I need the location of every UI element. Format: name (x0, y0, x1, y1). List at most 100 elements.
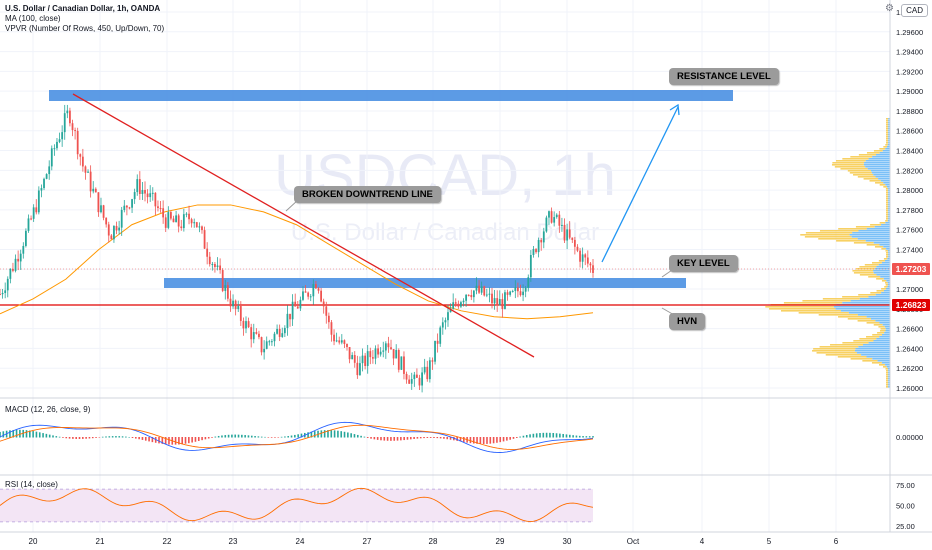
vpvr-bar-down (880, 276, 890, 278)
candle-body (514, 287, 517, 291)
vpvr-bar-up (883, 186, 887, 188)
macd-histogram-bar (105, 436, 107, 438)
vpvr-bar-up (864, 264, 879, 266)
candle-body (327, 315, 330, 323)
candle-body (493, 298, 496, 304)
macd-histogram-bar (234, 434, 237, 438)
candle-body (190, 219, 193, 224)
vpvr-bar-up (818, 238, 858, 240)
vpvr-bar-down (887, 220, 890, 222)
symbol-title[interactable]: U.S. Dollar / Canadian Dollar, 1h, OANDA (5, 4, 161, 13)
vpvr-bar-down (888, 372, 890, 374)
vpvr-bar-down (883, 246, 890, 248)
vpvr-bar-down (888, 374, 890, 376)
macd-histogram-bar (499, 437, 502, 443)
candle-body (307, 292, 310, 297)
vpvr-bar-down (873, 174, 890, 176)
vpvr-bar-up (871, 262, 882, 264)
callout-hvn[interactable]: HVN (669, 313, 706, 330)
drawing-zones[interactable] (0, 90, 890, 306)
macd-histogram-bar (522, 435, 525, 438)
vpvr-bar-down (888, 208, 890, 210)
candle-body (465, 294, 468, 301)
vpvr-legend[interactable]: VPVR (Number Of Rows, 450, Up/Down, 70) (5, 24, 165, 33)
candle-body (517, 287, 519, 292)
vpvr-bar-up (876, 278, 884, 280)
macd-histogram-bar (135, 437, 137, 439)
macd-histogram-bar (436, 437, 439, 439)
vpvr-bar-up (870, 224, 882, 226)
moving-average (0, 204, 594, 320)
vpvr-bar-up (886, 194, 889, 196)
vpvr-bar-down (865, 240, 890, 242)
candle-body (154, 192, 157, 207)
candle-body (61, 132, 64, 140)
macd-histogram-bar (125, 436, 127, 438)
macd-histogram-bar (529, 434, 531, 438)
vpvr-bar-up (850, 156, 873, 158)
vpvr-bar-down (888, 204, 890, 206)
macd-histogram-bar (449, 437, 452, 440)
macd-histogram-bar (492, 437, 495, 444)
candle-body (81, 156, 84, 167)
time-tick-label: 30 (563, 537, 572, 546)
macd-histogram-bar (462, 437, 465, 443)
macd-histogram-bar (72, 437, 74, 439)
candle-body (276, 328, 278, 334)
candle-body (581, 254, 584, 262)
macd-histogram-bar (376, 437, 379, 440)
candle-body (6, 278, 9, 291)
macd-histogram-bar (472, 437, 475, 444)
candle-body (371, 357, 374, 359)
candle-body (320, 290, 323, 302)
time-tick-label: 4 (700, 537, 705, 546)
candle-body (281, 333, 284, 337)
callout-broken-downtrend-line[interactable]: BROKEN DOWNTREND LINE (294, 186, 441, 203)
macd-histogram-bar (400, 437, 402, 441)
callout-resistance-level[interactable]: RESISTANCE LEVEL (669, 68, 779, 85)
vpvr-bar-up (880, 328, 886, 330)
candle-body (519, 291, 522, 296)
macd-histogram-bar (459, 437, 462, 442)
candle-body (382, 350, 385, 352)
vpvr-bar-up (886, 198, 889, 200)
macd-histogram-bar (559, 433, 561, 438)
price-tick-label: 1.29200 (896, 67, 923, 76)
candle-body (27, 218, 30, 231)
vpvr-bar-up (886, 124, 889, 126)
candle-body (397, 349, 400, 370)
vpvr-bar-up (886, 208, 889, 210)
candle-body (188, 213, 190, 220)
rsi-legend[interactable]: RSI (14, close) (5, 480, 58, 489)
macd-legend[interactable]: MACD (12, 26, close, 9) (5, 405, 91, 414)
vpvr-bar-up (837, 356, 867, 358)
macd-histogram-bar (164, 437, 167, 445)
candle-body (296, 306, 299, 309)
callout-key-level[interactable]: KEY LEVEL (669, 255, 738, 272)
vpvr-bar-up (853, 174, 874, 176)
candle-body (76, 130, 79, 155)
macd-histogram-bar (214, 436, 217, 438)
vpvr-bar-up (886, 386, 889, 388)
macd-histogram-bar (131, 437, 134, 438)
vpvr-bar-down (882, 150, 890, 152)
vpvr-bar-up (886, 372, 889, 374)
time-tick-label: 27 (363, 537, 372, 546)
vpvr-bar-up (858, 294, 876, 296)
vpvr-bar-down (866, 228, 890, 230)
candle-body (571, 237, 574, 240)
macd-histogram-bar (19, 429, 21, 438)
currency-badge[interactable]: CAD (901, 4, 928, 17)
vpvr-bar-down (867, 168, 890, 170)
rsi-line (0, 487, 594, 522)
macd-histogram-bar (121, 436, 124, 438)
candle-body (491, 293, 493, 304)
gear-icon[interactable]: ⚙ (885, 3, 894, 14)
candle-body (408, 379, 411, 384)
ma-legend[interactable]: MA (100, close) (5, 14, 61, 23)
vpvr-bar-down (888, 256, 890, 258)
macd-histogram-bar (347, 432, 349, 438)
macd-histogram-bar (267, 437, 270, 438)
